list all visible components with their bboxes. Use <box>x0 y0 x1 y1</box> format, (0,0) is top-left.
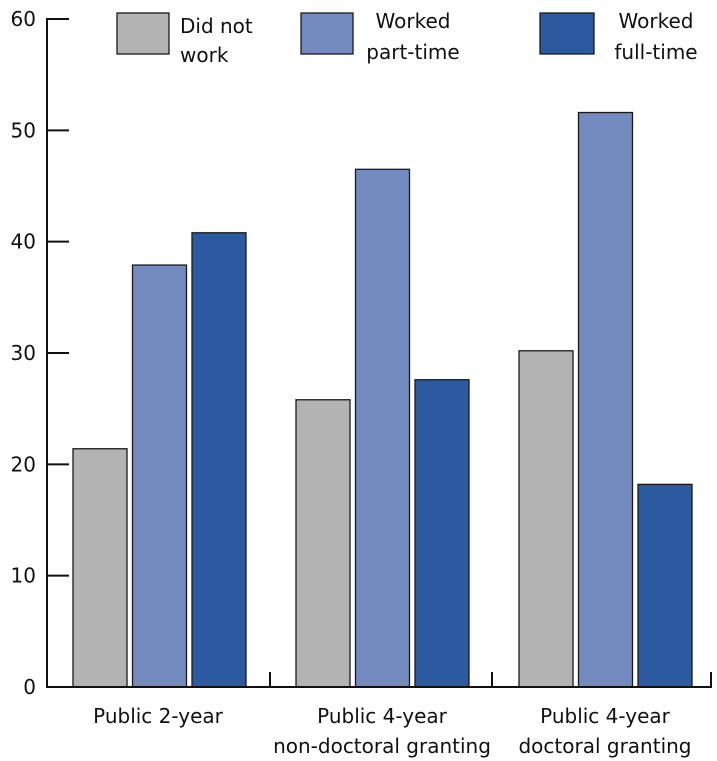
x-category-label-2-0: Public 4-year <box>540 704 671 728</box>
bar-s0-c0 <box>72 448 128 688</box>
bar-s1-c2 <box>577 111 634 688</box>
x-category-label-0-0: Public 2-year <box>93 704 224 728</box>
y-tick-label-30: 30 <box>11 341 36 365</box>
legend-label-0-0: Did not <box>180 14 253 38</box>
legend-swatch-2 <box>539 12 595 55</box>
bar-s1-c0 <box>131 264 188 688</box>
y-tick-label-0: 0 <box>23 675 36 699</box>
axes <box>46 18 712 688</box>
legend-label-2-0: Worked <box>619 9 694 33</box>
bars <box>72 111 693 688</box>
legend-swatch-0 <box>116 12 170 55</box>
x-category-label-2-1: doctoral granting <box>518 734 691 758</box>
bar-s0-c1 <box>295 399 351 688</box>
bar-s2-c0 <box>191 232 247 688</box>
y-tick-label-60: 60 <box>11 7 36 31</box>
y-tick-label-20: 20 <box>11 452 36 476</box>
bar-s0-c2 <box>518 350 574 688</box>
legend-label-1-0: Worked <box>376 9 451 33</box>
y-tick-label-40: 40 <box>11 230 36 254</box>
tick-labels: 0 10 20 30 40 50 60 Public 2-year Public 4-year n… <box>11 7 692 758</box>
legend-label-1-1: part-time <box>366 40 459 64</box>
y-tick-label-50: 50 <box>11 118 36 142</box>
legend-label-2-1: full-time <box>614 40 697 64</box>
y-tick-label-10: 10 <box>11 564 36 588</box>
x-category-label-1-1: non-doctoral granting <box>273 734 491 758</box>
bar-s2-c1 <box>414 379 470 688</box>
bar-s1-c1 <box>354 168 411 688</box>
legend: Did not work Worked part-time Worked full-tim… <box>116 9 698 67</box>
x-category-label-1-0: Public 4-year <box>317 704 448 728</box>
bar-s2-c2 <box>637 483 693 688</box>
legend-label-0-1: work <box>180 43 229 67</box>
legend-swatch-1 <box>300 12 354 55</box>
